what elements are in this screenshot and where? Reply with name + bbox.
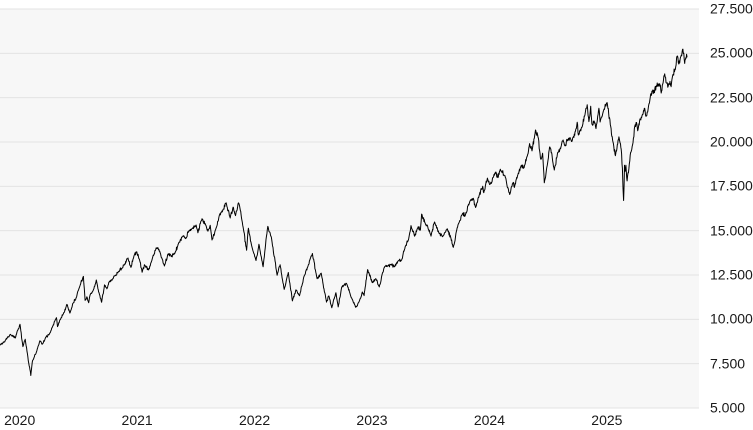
chart-plot-area[interactable]	[0, 9, 699, 408]
y-axis-label: 12.500	[710, 266, 753, 283]
x-axis-label: 2020	[4, 412, 36, 428]
y-axis-label: 15.000	[710, 222, 753, 239]
y-axis-label: 5.000	[710, 399, 746, 416]
y-axis-label: 7.500	[710, 355, 746, 372]
x-axis-label: 2022	[238, 412, 271, 428]
y-axis-label: 22.500	[710, 89, 753, 106]
x-axis-label: 2025	[591, 412, 623, 428]
y-axis-label: 17.500	[710, 178, 753, 195]
gridlines	[0, 8, 699, 409]
y-axis-label: 10.000	[710, 311, 753, 328]
y-axis-label: 27.500	[710, 0, 753, 17]
price-line	[0, 48, 688, 376]
x-axis-label: 2021	[121, 412, 153, 428]
y-axis-label: 25.000	[710, 45, 753, 62]
x-axis-label: 2024	[473, 412, 506, 428]
y-axis-label: 20.000	[710, 133, 753, 150]
x-axis-label: 2023	[356, 412, 388, 428]
